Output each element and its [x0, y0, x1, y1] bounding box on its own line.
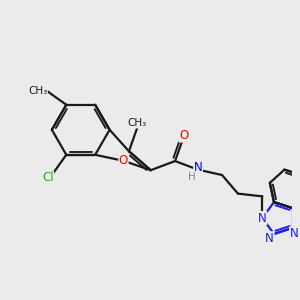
Text: CH₃: CH₃ [28, 85, 47, 95]
Text: Cl: Cl [42, 171, 53, 184]
Text: N: N [290, 227, 298, 240]
Text: N: N [265, 232, 274, 245]
Text: H: H [188, 172, 196, 182]
Text: O: O [179, 129, 188, 142]
Text: N: N [194, 161, 203, 174]
Text: O: O [119, 154, 128, 167]
Text: CH₃: CH₃ [128, 118, 147, 128]
Text: N: N [258, 212, 267, 224]
